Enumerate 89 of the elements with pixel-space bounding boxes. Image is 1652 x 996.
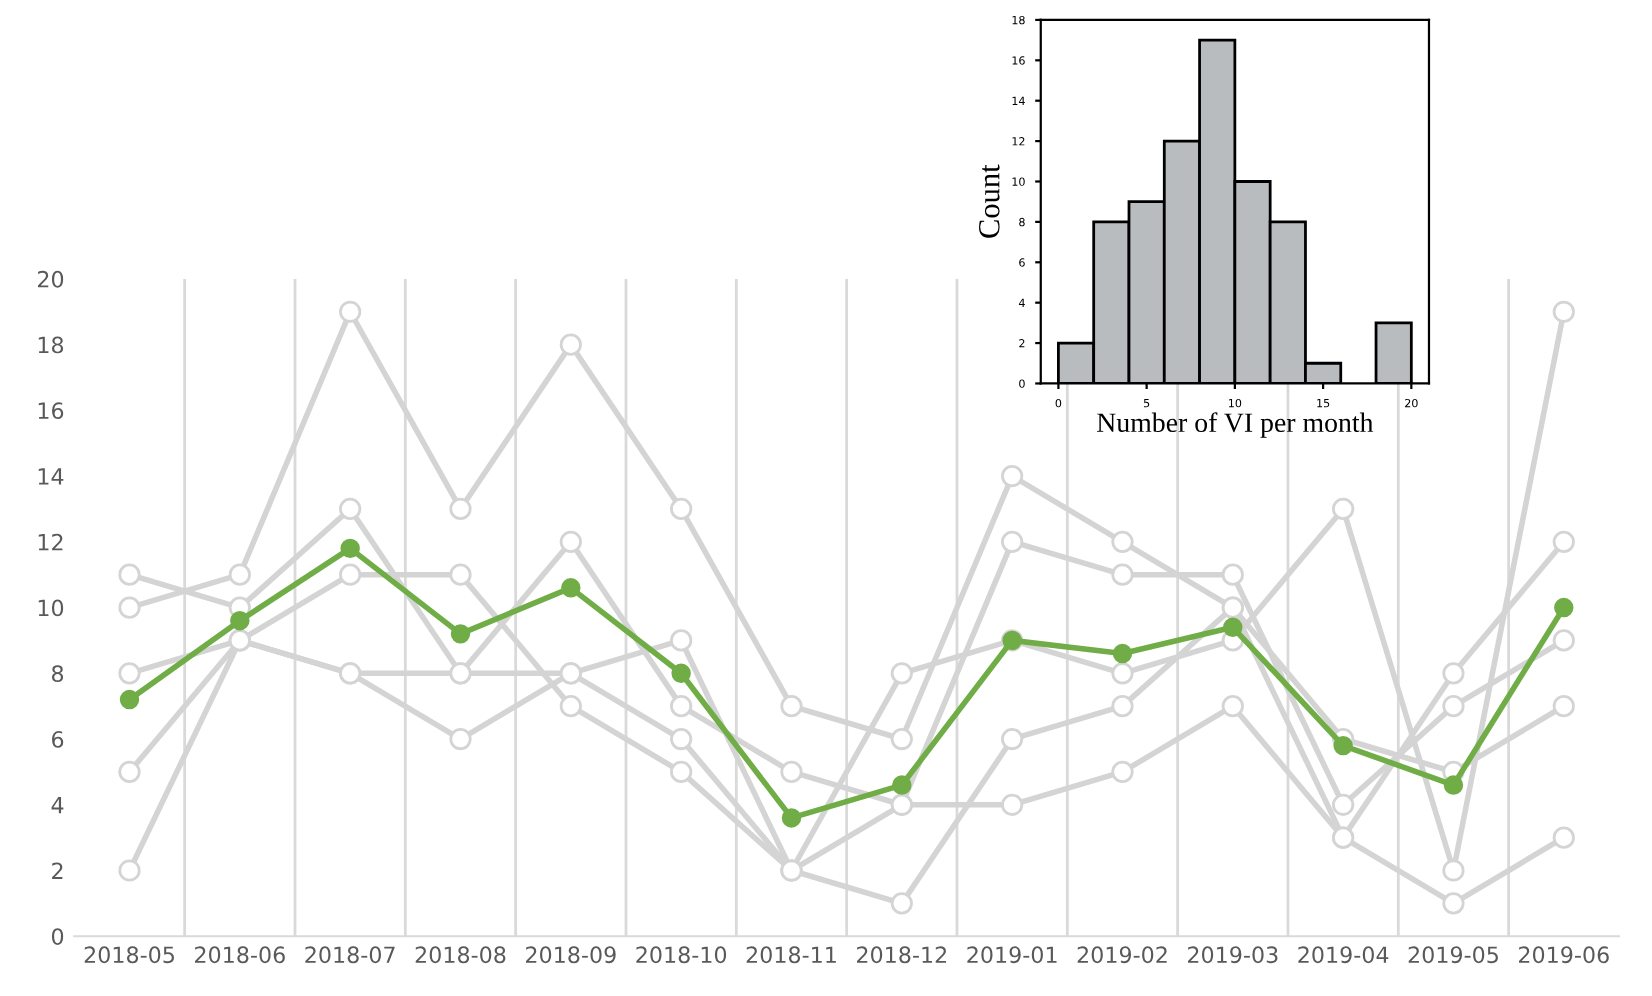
y-tick-label: 0 xyxy=(51,928,64,945)
x-tick-label: 2019-01 xyxy=(967,946,1057,964)
point xyxy=(1552,530,1575,553)
point xyxy=(1112,643,1133,664)
point xyxy=(1111,695,1134,718)
x-tick-label: 2018-11 xyxy=(746,946,836,964)
x-tick-label: 2018-09 xyxy=(526,946,616,964)
point xyxy=(1554,597,1574,618)
y-tick-label: 14 xyxy=(38,468,64,485)
point xyxy=(339,563,362,586)
x-tick-label: 2019-03 xyxy=(1188,946,1278,964)
point xyxy=(449,497,472,521)
point xyxy=(559,695,582,718)
y-tick-label: 20 xyxy=(37,270,64,288)
y-tick-label: 10 xyxy=(38,599,64,617)
point xyxy=(1442,662,1465,685)
point xyxy=(559,530,582,553)
point xyxy=(1001,530,1024,553)
x-tick-label: 2019-02 xyxy=(1077,946,1167,964)
y-tick-label: 18 xyxy=(38,336,64,354)
point xyxy=(670,760,693,784)
point xyxy=(450,624,471,644)
point xyxy=(1442,695,1465,718)
x-tick-label: 2019-06 xyxy=(1519,946,1609,964)
point xyxy=(559,333,582,356)
point xyxy=(1111,530,1134,553)
point xyxy=(670,727,693,751)
point xyxy=(670,695,693,718)
point xyxy=(670,497,693,521)
x-tick-label: 2018-05 xyxy=(84,946,174,964)
x-tick-label: 2019-05 xyxy=(1408,946,1498,964)
point xyxy=(890,892,913,915)
point xyxy=(1001,793,1024,816)
point xyxy=(118,563,141,586)
point xyxy=(1111,662,1134,685)
point xyxy=(561,578,581,598)
point xyxy=(1111,563,1134,586)
point xyxy=(1443,775,1464,795)
point xyxy=(1442,892,1465,915)
x-tick-label: 2018-10 xyxy=(636,946,727,964)
point xyxy=(1442,859,1465,882)
point xyxy=(1221,563,1244,586)
y-tick-label: 12 xyxy=(38,533,63,551)
point xyxy=(1552,695,1575,718)
point xyxy=(671,663,691,684)
point xyxy=(449,563,472,586)
point xyxy=(892,775,912,795)
x-tick-label: 2018-12 xyxy=(857,946,947,964)
y-tick-label: 2 xyxy=(52,862,63,879)
point xyxy=(230,610,250,631)
point xyxy=(449,727,472,751)
x-tick-label: 2018-06 xyxy=(195,946,285,964)
y-tick-label: 6 xyxy=(52,730,64,748)
point xyxy=(228,629,251,652)
point xyxy=(118,596,141,619)
point xyxy=(118,859,141,882)
point xyxy=(340,538,360,559)
point xyxy=(1333,735,1353,756)
point xyxy=(780,760,803,784)
point xyxy=(1223,617,1243,637)
point xyxy=(1221,695,1244,718)
point xyxy=(228,563,251,586)
point xyxy=(670,629,693,652)
point xyxy=(118,760,141,784)
point xyxy=(339,300,362,323)
point xyxy=(890,727,913,751)
point xyxy=(1001,727,1024,751)
x-tick-label: 2018-08 xyxy=(415,946,506,964)
point xyxy=(1552,826,1575,849)
point xyxy=(119,689,140,710)
point xyxy=(780,859,803,882)
y-tick-label: 4 xyxy=(51,797,64,814)
point xyxy=(1111,760,1134,784)
point xyxy=(1001,464,1024,488)
y-tick-label: 16 xyxy=(38,402,64,420)
x-tick-label: 2018-07 xyxy=(305,946,395,964)
point xyxy=(1552,300,1575,323)
point xyxy=(1332,497,1355,521)
x-axis-title: Number of VI per month xyxy=(1097,412,1374,438)
y-axis-title: Count xyxy=(979,164,1000,238)
y-tick-label: 8 xyxy=(51,665,64,683)
point xyxy=(890,662,913,685)
point xyxy=(780,695,803,718)
point xyxy=(781,808,802,828)
point xyxy=(1332,793,1355,816)
point xyxy=(118,662,141,685)
point xyxy=(339,497,362,521)
x-tick-label: 2019-04 xyxy=(1298,946,1389,964)
point xyxy=(1552,629,1575,652)
